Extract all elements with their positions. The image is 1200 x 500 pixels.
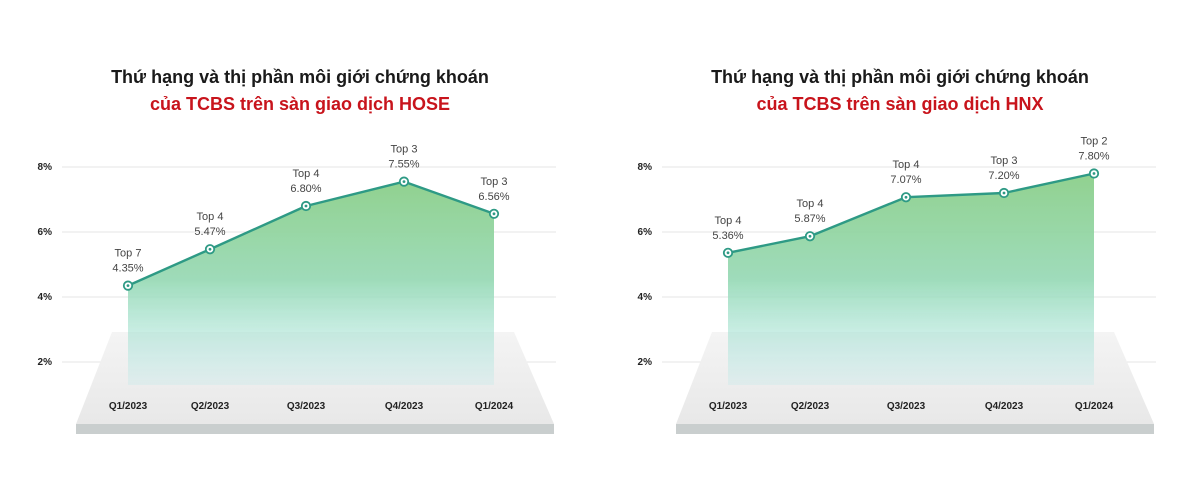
hose-chart-panel: 2% 4% 6% 8% Top 7 4.35% Q1/2023 Top 4 5.47% Q2/20… (0, 64, 600, 434)
data-point-center (304, 204, 308, 208)
rank-label: Top 3 (991, 155, 1018, 167)
value-label: 5.87% (794, 213, 825, 225)
x-category-label: Q3/2023 (287, 401, 326, 412)
data-point-center (726, 251, 730, 255)
value-label: 6.80% (290, 183, 321, 195)
rank-label: Top 2 (1081, 136, 1108, 148)
rank-label: Top 3 (391, 144, 418, 156)
rank-label: Top 7 (115, 248, 142, 260)
value-label: 5.36% (712, 230, 743, 242)
hnx-chart: 2% 4% 6% 8% Top 4 5.36% Q1/2023 Top 4 5.87% Q2/20… (638, 136, 1156, 434)
y-tick-label: 2% (38, 357, 53, 368)
rank-label: Top 4 (893, 159, 920, 171)
data-point-center (126, 284, 130, 288)
hose-title-line1: Thứ hạng và thị phần môi giới chứng khoá… (111, 67, 489, 87)
y-tick-label: 8% (38, 162, 53, 173)
platform-edge (76, 424, 554, 434)
x-category-label: Q4/2023 (385, 401, 424, 412)
value-label: 6.56% (478, 191, 509, 203)
y-tick-label: 6% (38, 227, 53, 238)
value-label: 5.47% (194, 226, 225, 238)
x-category-label: Q4/2023 (985, 401, 1024, 412)
value-label: 7.55% (388, 159, 419, 171)
value-label: 7.20% (988, 170, 1019, 182)
x-category-label: Q1/2023 (709, 401, 748, 412)
hose-title-line2: của TCBS trên sàn giao dịch HOSE (149, 94, 451, 114)
y-tick-label: 4% (638, 292, 653, 303)
hnx-chart-panel: 2% 4% 6% 8% Top 4 5.36% Q1/2023 Top 4 5.87% Q2/20… (600, 0, 1200, 500)
hose-chart: 2% 4% 6% 8% Top 7 4.35% Q1/2023 Top 4 5.47% Q2/20… (38, 144, 556, 434)
hose-chart-title: Thứ hạng và thị phần môi giới chứng khoá… (0, 64, 600, 118)
y-tick-label: 6% (638, 227, 653, 238)
rank-label: Top 4 (293, 168, 320, 180)
data-point-center (402, 180, 406, 184)
value-label: 7.07% (890, 174, 921, 186)
x-category-label: Q1/2024 (1075, 401, 1114, 412)
x-category-label: Q2/2023 (791, 401, 830, 412)
data-point-center (808, 234, 812, 238)
x-category-label: Q2/2023 (191, 401, 230, 412)
series-area (728, 173, 1094, 385)
data-point-center (208, 247, 212, 251)
y-tick-label: 8% (638, 162, 653, 173)
x-category-label: Q3/2023 (887, 401, 926, 412)
y-tick-label: 4% (38, 292, 53, 303)
y-tick-label: 2% (638, 357, 653, 368)
data-point-center (904, 195, 908, 199)
rank-label: Top 4 (715, 215, 742, 227)
rank-label: Top 4 (797, 198, 824, 210)
platform-edge (676, 424, 1154, 434)
hnx-title-line1: Thứ hạng và thị phần môi giới chứng khoá… (711, 67, 1089, 87)
data-point-center (1002, 191, 1006, 195)
value-label: 4.35% (112, 263, 143, 275)
data-point-center (1092, 172, 1096, 175)
series-area (128, 181, 494, 385)
data-point-center (492, 212, 496, 216)
rank-label: Top 4 (197, 211, 224, 223)
value-label: 7.80% (1078, 151, 1109, 163)
x-category-label: Q1/2024 (475, 401, 514, 412)
hnx-chart-title: Thứ hạng và thị phần môi giới chứng khoá… (600, 64, 1200, 118)
rank-label: Top 3 (481, 176, 508, 188)
hnx-title-line2: của TCBS trên sàn giao dịch HNX (756, 94, 1044, 114)
x-category-label: Q1/2023 (109, 401, 148, 412)
